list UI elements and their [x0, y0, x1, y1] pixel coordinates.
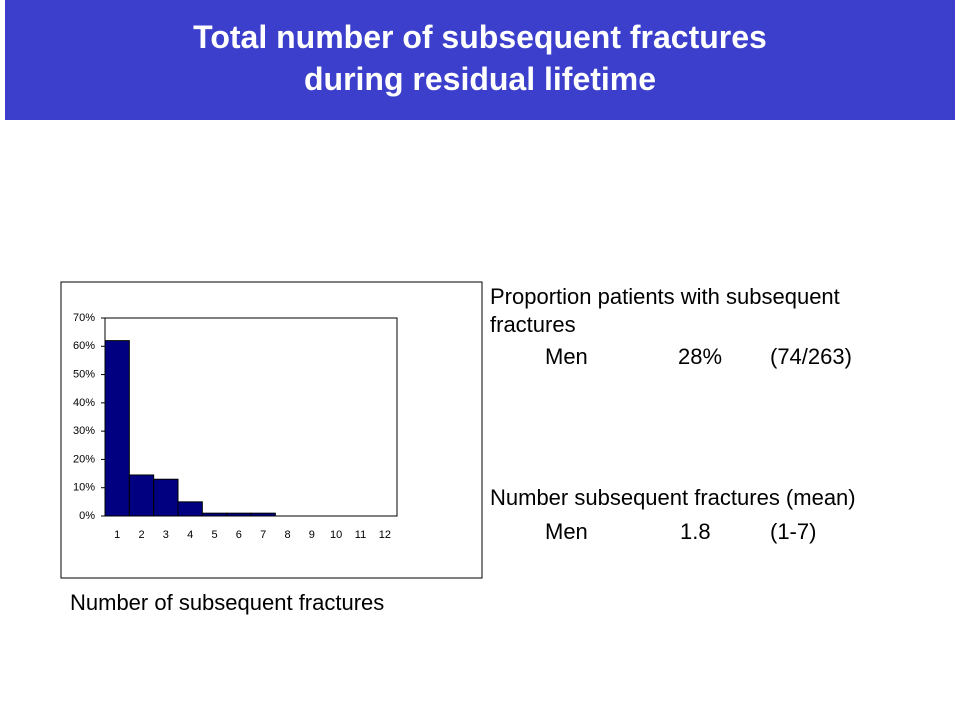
x-tick-label: 2 [138, 529, 144, 541]
x-tick-label: 7 [260, 529, 266, 541]
bar [104, 340, 130, 517]
bar [226, 512, 252, 517]
x-tick-label: 12 [379, 529, 391, 541]
stat-block: Proportion patients with subsequent frac… [490, 283, 930, 373]
x-tick-label: 3 [163, 529, 169, 541]
bar [250, 512, 276, 517]
stat-block: Number subsequent fractures (mean) Men 1… [490, 484, 930, 546]
y-tick-label: 10% [73, 482, 95, 494]
y-tick-label: 40% [73, 397, 95, 409]
x-tick-label: 11 [355, 529, 366, 541]
stat-group: Men [545, 519, 588, 544]
x-axis-label: Number of subsequent fractures [70, 590, 385, 615]
stat-count: (74/263) [770, 344, 852, 369]
x-tick-label: 1 [114, 529, 120, 541]
bar [128, 474, 155, 517]
stat-range: (1-7) [770, 519, 817, 544]
y-tick-label: 20% [73, 453, 95, 465]
stat-heading: Proportion patients with subsequent frac… [490, 284, 840, 337]
x-tick-label: 4 [187, 529, 193, 541]
stat-value: 28% [678, 344, 723, 369]
y-tick-label: 30% [73, 425, 95, 437]
stat-heading: Number subsequent fractures (mean) [490, 485, 856, 510]
y-tick-label: 0% [79, 510, 95, 522]
y-tick-label: 50% [73, 368, 95, 380]
x-tick-label: 9 [309, 529, 315, 541]
x-tick-label: 5 [211, 529, 217, 541]
x-tick-label: 6 [236, 529, 242, 541]
stat-group: Men [545, 344, 588, 369]
stat-value: 1.8 [680, 519, 711, 544]
title-banner: Total number of subsequent fractures dur… [5, 0, 955, 120]
title-line: during residual lifetime [303, 61, 657, 97]
bar [153, 478, 179, 517]
title-line: Total number of subsequent fractures [193, 19, 767, 55]
bar [201, 512, 228, 517]
x-tick-label: 8 [284, 529, 290, 541]
x-tick-label: 10 [330, 529, 342, 541]
bar [177, 501, 203, 517]
chart-frame [60, 281, 483, 579]
y-tick-label: 60% [73, 340, 95, 352]
y-tick-label: 70% [73, 312, 95, 324]
